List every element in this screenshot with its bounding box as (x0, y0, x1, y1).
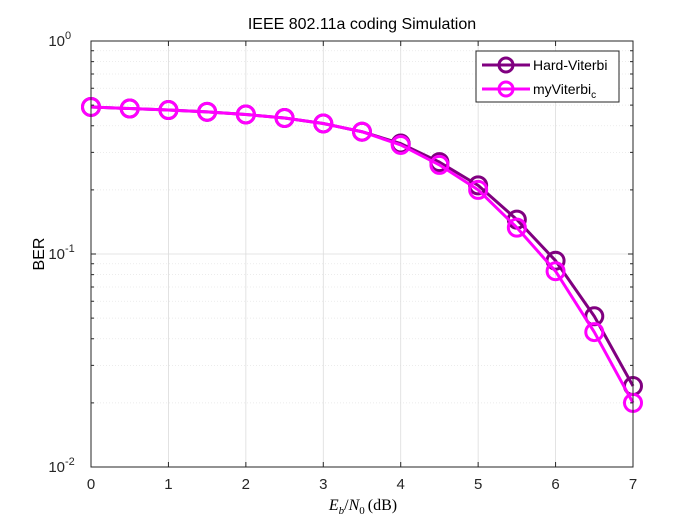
legend-marker (497, 56, 515, 74)
data-point-marker (545, 261, 566, 282)
data-point-marker (352, 121, 372, 142)
data-point-marker (235, 104, 256, 125)
x-tick-label: 0 (87, 476, 95, 493)
data-point-marker (119, 98, 140, 119)
series-line (90, 105, 635, 404)
y-tick-label-exponent: -1 (65, 243, 75, 255)
y-tick-label-exponent: 0 (65, 30, 71, 42)
y-tick-label-exponent: -2 (65, 456, 75, 468)
x-tick-label: 4 (397, 476, 405, 493)
x-tick-label: 1 (164, 476, 172, 493)
data-point-marker (468, 179, 489, 200)
data-point-marker (197, 101, 218, 122)
y-axis-label: BER (31, 238, 48, 271)
plot-area (81, 40, 643, 468)
legend-label: Hard-Viterbi (533, 57, 607, 73)
y-tick-label: 10 (48, 459, 65, 476)
x-tick-label: 6 (551, 476, 559, 493)
x-tick-label: 2 (242, 476, 250, 493)
y-tick-label: 10 (48, 33, 65, 50)
x-axis-label: Eb/N0 (dB) (328, 497, 397, 517)
ticks (90, 40, 634, 468)
data-point-marker (313, 113, 334, 134)
legend-item: Hard-Viterbi (482, 56, 607, 74)
data-point-marker (274, 108, 295, 129)
legend-item: myViterbic (482, 80, 596, 101)
x-tick-label: 7 (629, 476, 637, 493)
data-point-marker (429, 154, 450, 175)
x-tick-label: 3 (319, 476, 327, 493)
y-tick-label: 10 (48, 246, 65, 263)
data-point-marker (584, 322, 605, 343)
x-tick-label: 5 (474, 476, 482, 493)
chart-title: IEEE 802.11a coding Simulation (248, 16, 476, 33)
legend: Hard-Viterbi myViterbic (475, 50, 620, 103)
data-point-marker (506, 217, 527, 238)
data-point-marker (158, 100, 179, 121)
x-tick-labels: 0 1 2 3 4 5 6 7 (87, 476, 637, 493)
legend-label: myViterbic (533, 81, 596, 101)
data-point-marker (390, 134, 411, 155)
legend-marker (497, 80, 515, 98)
